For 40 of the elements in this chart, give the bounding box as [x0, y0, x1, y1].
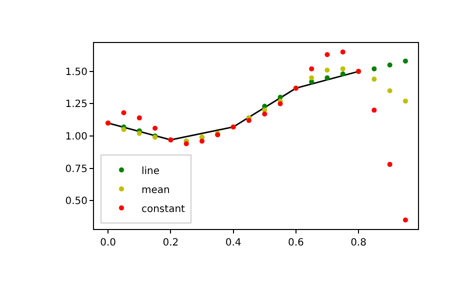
- point: [340, 66, 346, 72]
- point: [387, 162, 392, 167]
- point: [324, 68, 330, 73]
- point: [387, 88, 392, 94]
- point: [402, 98, 408, 104]
- point: [402, 58, 408, 64]
- point: [372, 76, 377, 82]
- point: [309, 75, 314, 80]
- point: [372, 108, 377, 113]
- point: [121, 110, 126, 116]
- y-tick-label: 1.50: [65, 66, 88, 78]
- y-tick-label: 0.50: [65, 196, 88, 208]
- point: [372, 66, 377, 72]
- point: [152, 126, 158, 131]
- legend-label: mean: [141, 184, 170, 196]
- x-tick-label: 0.4: [225, 238, 242, 248]
- point: [278, 101, 283, 106]
- point: [136, 115, 142, 120]
- legend-label: constant: [141, 204, 186, 215]
- point: [387, 62, 392, 68]
- y-tick-label: 1.25: [65, 99, 88, 110]
- legend-label: line: [141, 166, 160, 177]
- y-tick-label: 0.75: [65, 164, 88, 175]
- point: [340, 72, 346, 76]
- x-tick-label: 0.6: [288, 238, 304, 248]
- y-tick-label: 1.00: [65, 132, 88, 142]
- point: [262, 112, 268, 117]
- point: [324, 75, 330, 80]
- point: [184, 141, 189, 146]
- point: [121, 127, 126, 132]
- x-tick-label: 0.0: [100, 238, 116, 248]
- point: [309, 66, 314, 72]
- point: [246, 118, 252, 123]
- point: [200, 138, 204, 144]
- point: [136, 130, 142, 136]
- point: [340, 50, 346, 55]
- x-tick-label: 0.2: [162, 238, 179, 248]
- point: [402, 217, 408, 222]
- point: [324, 52, 330, 58]
- x-tick-label: 0.8: [350, 238, 366, 248]
